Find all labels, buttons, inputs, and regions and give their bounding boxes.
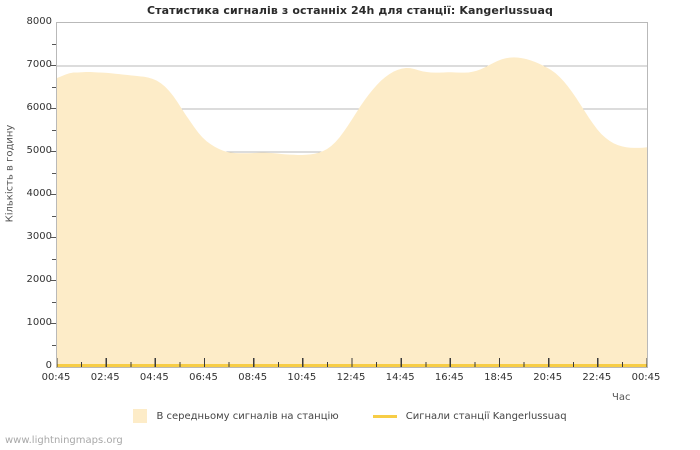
y-tick-mark <box>50 65 56 66</box>
plot-area <box>56 22 648 368</box>
x-tick-label: 14:45 <box>385 372 415 383</box>
source-watermark: www.lightningmaps.org <box>5 435 123 446</box>
y-tick-mark-minor <box>52 344 56 346</box>
legend-label-average: В середньому сигналів на станцію <box>156 410 339 422</box>
y-tick-mark-minor <box>52 86 56 88</box>
y-tick-mark-minor <box>52 258 56 260</box>
y-tick-label: 6000 <box>26 102 52 113</box>
legend-item-average: В середньому сигналів на станцію <box>133 409 339 423</box>
legend-label-station: Сигнали станції Kangerlussuaq <box>405 410 567 422</box>
area-swatch-icon <box>133 409 148 423</box>
legend-item-station: Сигнали станції Kangerlussuaq <box>372 410 567 422</box>
y-tick-mark <box>50 280 56 281</box>
y-tick-mark-minor <box>52 301 56 303</box>
plot-svg <box>57 57 647 367</box>
y-tick-mark <box>50 108 56 109</box>
x-tick-label: 22:45 <box>582 372 612 383</box>
y-tick-label: 3000 <box>26 231 52 242</box>
x-tick-label: 08:45 <box>238 372 268 383</box>
y-tick-label: 0 <box>45 360 52 371</box>
x-tick-label: 02:45 <box>90 372 120 383</box>
y-tick-mark <box>50 323 56 324</box>
y-tick-label: 8000 <box>26 16 52 27</box>
y-tick-label: 7000 <box>26 59 52 70</box>
x-tick-label: 18:45 <box>484 372 513 383</box>
y-tick-mark-minor <box>52 129 56 131</box>
x-tick-label: 00:45 <box>41 372 71 383</box>
x-tick-label: 10:45 <box>287 372 317 383</box>
x-tick-label: 16:45 <box>434 372 464 383</box>
y-axis: 0 1000 2000 3000 4000 5000 6000 7000 8000 <box>0 0 56 450</box>
x-tick-label: 06:45 <box>189 372 218 383</box>
y-tick-label: 5000 <box>26 145 52 156</box>
y-tick-label: 4000 <box>26 188 52 199</box>
y-tick-label: 2000 <box>26 274 52 285</box>
x-tick-label: 20:45 <box>533 372 563 383</box>
y-tick-mark-minor <box>52 215 56 217</box>
chart-legend: В середньому сигналів на станцію Сигнали… <box>0 409 700 423</box>
y-tick-mark <box>50 237 56 238</box>
x-tick-label: 04:45 <box>139 372 169 383</box>
x-tick-label: 12:45 <box>336 372 366 383</box>
average-signals-area <box>57 57 647 367</box>
y-tick-label: 1000 <box>26 317 52 328</box>
y-tick-mark <box>50 151 56 152</box>
x-tick-label: 00:45 <box>631 372 661 383</box>
y-tick-mark-minor <box>52 43 56 45</box>
y-tick-mark <box>50 194 56 195</box>
x-axis-tick-marks <box>57 358 647 367</box>
x-axis-title: Час <box>612 392 631 403</box>
chart-title: Статистика сигналів з останніх 24h для с… <box>147 4 553 17</box>
line-swatch-icon <box>372 414 397 418</box>
y-tick-mark-minor <box>52 172 56 174</box>
